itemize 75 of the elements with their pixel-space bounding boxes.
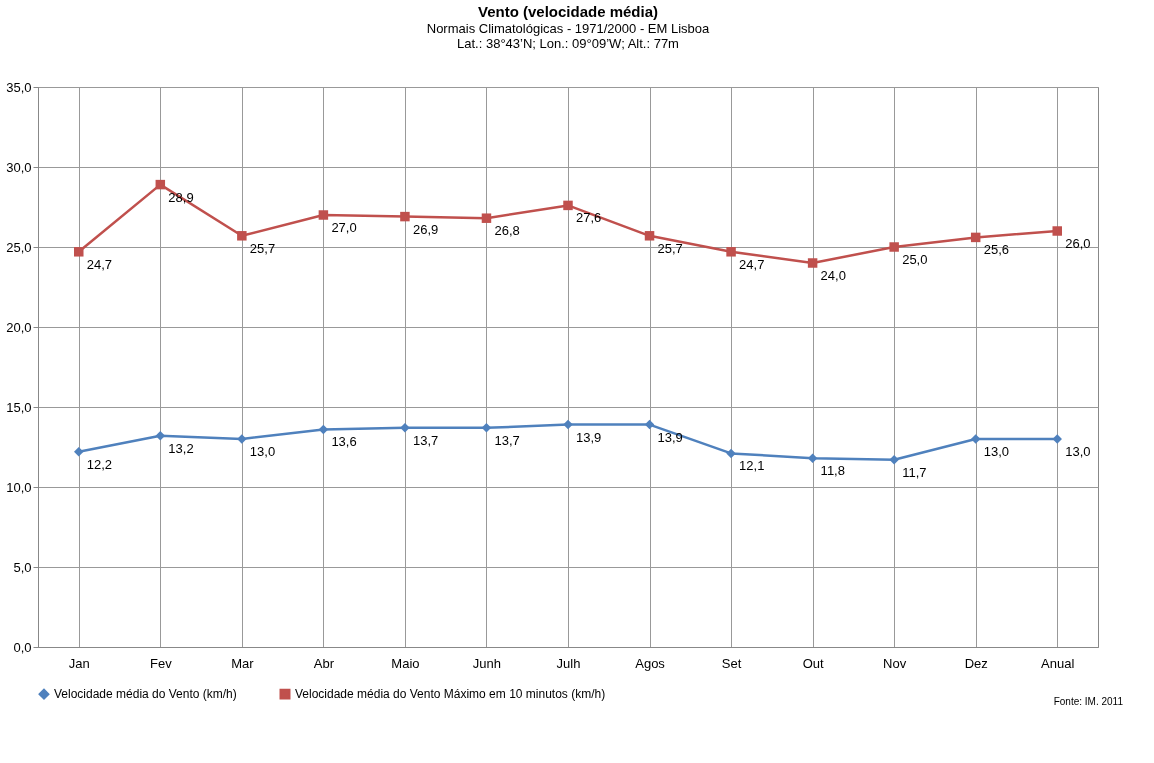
point xyxy=(74,447,84,457)
point xyxy=(644,419,655,430)
point xyxy=(807,453,818,463)
point xyxy=(807,258,818,268)
data-label: 13,7 xyxy=(494,432,520,448)
legend-label: Velocidade média do Vento (km/h) xyxy=(54,687,237,702)
point xyxy=(889,242,899,252)
data-label: 13,0 xyxy=(1065,444,1091,459)
point xyxy=(1052,226,1062,236)
data-label: 11,8 xyxy=(820,463,845,479)
point xyxy=(155,431,166,441)
point xyxy=(155,179,166,190)
point xyxy=(970,232,981,243)
point xyxy=(726,448,736,459)
y-tick-label: 25,0 xyxy=(6,239,32,255)
data-label: 13,2 xyxy=(168,440,194,456)
data-label: 25,7 xyxy=(657,240,683,256)
y-tick-label: 20,0 xyxy=(6,319,32,335)
point xyxy=(400,423,410,433)
point xyxy=(563,200,573,211)
x-tick-label: Out xyxy=(802,655,824,671)
point xyxy=(970,434,981,444)
chart-subtitle: Normais Climatológicas - 1971/2000 - EM Lisboa Lat.: 38°43’N; Lon.: 09°09’W; Alt.: 77m xyxy=(426,21,711,51)
data-label: 26,0 xyxy=(1065,236,1091,251)
data-label: 24,0 xyxy=(820,268,846,283)
point xyxy=(318,210,329,220)
data-label: 26,8 xyxy=(494,223,520,239)
data-label: 13,7 xyxy=(412,432,439,448)
x-tick-label: Anual xyxy=(1041,655,1075,671)
source-note: Fonte: IM. 2011 xyxy=(1053,696,1124,707)
y-tick-label: 0,0 xyxy=(13,639,32,655)
point xyxy=(563,419,573,430)
x-tick-label: Dez xyxy=(964,655,988,671)
point xyxy=(400,211,410,222)
data-label: 13,0 xyxy=(983,444,1009,459)
data-label: 25,7 xyxy=(249,240,276,256)
data-label: 27,6 xyxy=(576,210,602,226)
x-tick-label: Junh xyxy=(472,655,502,671)
point xyxy=(237,231,247,241)
point xyxy=(481,423,492,433)
data-label: 13,0 xyxy=(249,444,276,459)
data-label: 13,9 xyxy=(576,429,602,445)
data-label: 12,1 xyxy=(739,458,765,474)
x-tick-label: Abr xyxy=(313,655,335,671)
x-tick-label: Mar xyxy=(231,655,255,671)
x-tick-label: Fev xyxy=(149,655,173,671)
point xyxy=(644,231,655,241)
point xyxy=(889,455,899,465)
y-tick-label: 35,0 xyxy=(6,79,32,95)
point xyxy=(318,424,329,435)
x-tick-label: Maio xyxy=(391,655,420,671)
y-tick-label: 10,0 xyxy=(6,479,32,495)
y-tick-label: 30,0 xyxy=(6,159,32,175)
point xyxy=(726,247,736,257)
data-label: 11,7 xyxy=(902,464,927,480)
data-label: 12,2 xyxy=(86,456,113,472)
x-tick-label: Set xyxy=(721,655,742,671)
x-tick-label: Nov xyxy=(883,655,907,671)
point xyxy=(481,213,492,223)
data-label: 26,9 xyxy=(412,221,439,237)
point xyxy=(74,247,84,257)
x-tick-label: Julh xyxy=(556,655,581,671)
data-label: 24,7 xyxy=(739,256,765,272)
legend-label: Velocidade média do Vento Máximo em 10 minutos (km/h) xyxy=(295,687,606,702)
x-tick-label: Agos xyxy=(635,655,666,671)
data-label: 27,0 xyxy=(331,220,357,235)
x-tick-label: Jan xyxy=(68,655,90,671)
chart-title: Vento (velocidade média) xyxy=(477,3,659,20)
y-tick-label: 5,0 xyxy=(13,559,32,575)
data-label: 13,6 xyxy=(331,434,357,450)
data-label: 24,7 xyxy=(86,256,113,272)
y-tick-label: 15,0 xyxy=(6,399,32,415)
data-label: 25,6 xyxy=(983,242,1009,258)
data-label: 25,0 xyxy=(902,252,928,267)
data-label: 13,9 xyxy=(657,429,683,445)
